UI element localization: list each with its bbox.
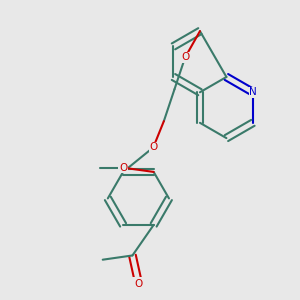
Text: N: N (249, 87, 257, 97)
Text: O: O (119, 163, 127, 173)
Text: O: O (181, 52, 189, 62)
Text: O: O (135, 279, 143, 289)
Text: O: O (149, 142, 158, 152)
